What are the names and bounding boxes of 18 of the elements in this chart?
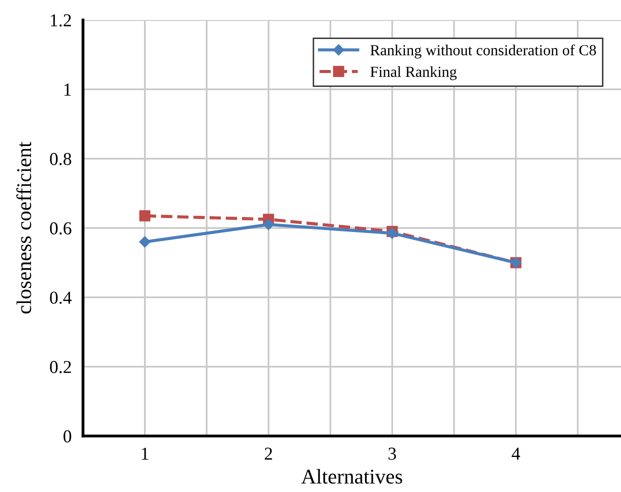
x-axis-title: Alternatives	[301, 469, 402, 484]
y-axis-title: closeness coefficient	[16, 142, 32, 314]
x-tick-label: 3	[388, 448, 396, 460]
y-tick-label: 1	[64, 84, 71, 96]
y-tick-label: 0	[64, 430, 72, 442]
legend-label: Ranking without consideration of C8	[370, 44, 596, 58]
y-tick-label: 0.4	[50, 292, 72, 304]
x-tick-label: 4	[512, 448, 520, 460]
point	[139, 210, 150, 222]
legend-label: Final Ranking	[370, 66, 457, 80]
point	[262, 218, 274, 230]
y-tick-label: 0.2	[50, 360, 71, 374]
y-tick-label: 0.8	[50, 152, 72, 166]
point	[139, 236, 150, 248]
x-tick-label: 1	[142, 448, 148, 460]
y-tick-label: 1.2	[50, 14, 71, 27]
x-tick-label: 2	[264, 448, 272, 460]
y-tick-label: 0.6	[50, 222, 72, 235]
